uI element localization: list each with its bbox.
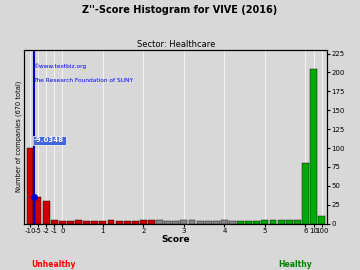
Bar bbox=[197, 221, 203, 224]
Text: Unhealthy: Unhealthy bbox=[32, 260, 76, 269]
Bar bbox=[124, 221, 131, 224]
Bar bbox=[310, 69, 317, 224]
Bar bbox=[91, 221, 98, 224]
Bar bbox=[148, 220, 155, 224]
Text: Healthy: Healthy bbox=[278, 260, 312, 269]
Bar bbox=[43, 201, 50, 224]
Text: -9.0348: -9.0348 bbox=[34, 137, 64, 143]
Bar bbox=[245, 221, 252, 224]
Bar bbox=[35, 197, 41, 224]
Title: Sector: Healthcare: Sector: Healthcare bbox=[136, 40, 215, 49]
Bar bbox=[237, 221, 244, 224]
Bar bbox=[213, 221, 220, 224]
Bar bbox=[229, 221, 236, 224]
Bar bbox=[261, 220, 269, 224]
Text: Z''-Score Histogram for VIVE (2016): Z''-Score Histogram for VIVE (2016) bbox=[82, 5, 278, 15]
Bar bbox=[164, 221, 171, 224]
Text: ©www.textbiz.org: ©www.textbiz.org bbox=[33, 64, 86, 69]
Bar bbox=[253, 221, 260, 224]
Bar bbox=[140, 220, 147, 224]
Bar bbox=[59, 221, 66, 224]
Bar bbox=[318, 216, 325, 224]
Bar bbox=[99, 221, 106, 224]
X-axis label: Score: Score bbox=[162, 235, 190, 244]
Bar bbox=[286, 220, 293, 224]
Y-axis label: Number of companies (670 total): Number of companies (670 total) bbox=[15, 81, 22, 193]
Bar bbox=[116, 221, 122, 224]
Bar bbox=[27, 148, 33, 224]
Bar bbox=[51, 220, 58, 224]
Bar bbox=[75, 220, 82, 224]
Bar bbox=[108, 220, 114, 224]
Bar bbox=[172, 221, 179, 224]
Bar bbox=[156, 220, 163, 224]
Bar bbox=[270, 220, 276, 224]
Bar bbox=[180, 220, 187, 224]
Bar bbox=[67, 221, 74, 224]
Bar bbox=[294, 220, 301, 224]
Bar bbox=[221, 220, 228, 224]
Bar bbox=[278, 220, 285, 224]
Text: The Research Foundation of SUNY: The Research Foundation of SUNY bbox=[33, 77, 133, 83]
Bar bbox=[189, 220, 195, 224]
Bar bbox=[205, 221, 212, 224]
Bar bbox=[83, 221, 90, 224]
Bar bbox=[302, 163, 309, 224]
Bar bbox=[132, 221, 139, 224]
